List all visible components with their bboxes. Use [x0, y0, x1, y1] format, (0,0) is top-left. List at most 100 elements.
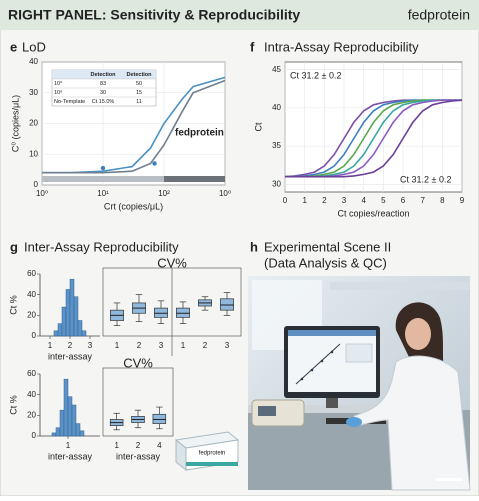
panel-title: CV%	[123, 355, 153, 370]
histogram-bar	[55, 427, 61, 437]
panel-label: f	[250, 39, 255, 54]
y-axis-label: Ct %	[8, 395, 18, 415]
inset-table-header	[52, 70, 156, 79]
panel-title: Inter-Assay Reproducibility	[24, 239, 179, 254]
header-title: RIGHT PANEL: Sensitivity & Reproducibili…	[8, 7, 300, 23]
x-tick-label: 3	[342, 196, 347, 205]
histogram-bar	[59, 409, 65, 437]
y-tick-label: 40	[272, 103, 281, 112]
y-tick-label: 35	[272, 141, 281, 150]
y-tick-label: 0	[32, 431, 37, 440]
x-tick-label: 1	[115, 341, 120, 350]
panel-label: e	[10, 39, 17, 54]
threshold-band	[164, 176, 225, 182]
histogram-bar	[61, 306, 67, 337]
box	[220, 298, 234, 311]
header-brand: fedprotein	[408, 7, 470, 23]
y-tick-label: 30	[29, 88, 38, 97]
threshold-band	[42, 176, 164, 182]
y-axis-label: Ct %	[8, 295, 18, 315]
histogram-bar	[75, 423, 81, 437]
table-cell: 83	[100, 81, 106, 87]
x-tick-label: 1	[66, 441, 71, 450]
y-tick-label: 40	[27, 390, 36, 399]
y-tick-label: 40	[29, 57, 38, 66]
histogram-bar	[63, 378, 69, 437]
histogram-bar	[69, 278, 75, 337]
lab-photo	[248, 276, 471, 491]
x-tick-label: 7	[420, 196, 425, 205]
x-axis-label: inter-assay	[48, 451, 93, 461]
data-point	[100, 165, 106, 171]
table-cell: 11	[136, 99, 142, 105]
box	[154, 307, 168, 318]
histogram-bar	[71, 404, 77, 437]
annotation: Ct 31.2 ± 0.2	[400, 174, 451, 184]
y-tick-label: 60	[27, 369, 36, 378]
series-line	[285, 99, 463, 178]
x-tick-label: 2	[322, 196, 327, 205]
table-cell: Ct 15.0%	[92, 99, 115, 105]
x-axis-label: inter-assay	[116, 451, 161, 461]
x-axis-label: inter-assay	[48, 351, 93, 361]
y-tick-label: 0	[32, 331, 37, 340]
annotation: fedprotein	[175, 128, 224, 139]
table-header: Detection	[126, 72, 152, 78]
table-header: Detection	[90, 72, 116, 78]
y-axis-label: C⁰ (copies/μL)	[10, 95, 20, 152]
histogram-bar	[53, 330, 59, 337]
x-axis-label: Ct copies/reaction	[337, 208, 409, 218]
x-tick-label: 10⁰	[219, 189, 231, 198]
histogram-bar	[51, 432, 57, 437]
x-tick-label: 2	[136, 441, 141, 450]
y-tick-label: 10	[29, 149, 38, 158]
histogram-bar	[67, 396, 73, 437]
histogram-bar	[73, 296, 79, 337]
table-cell: 50	[136, 81, 142, 87]
table-cell: 15	[136, 90, 142, 96]
y-tick-label: 40	[27, 290, 36, 299]
data-point	[152, 161, 157, 166]
histogram-bar	[65, 289, 71, 337]
histogram-bar	[79, 430, 85, 437]
table-cell: No-Template	[54, 99, 85, 105]
histogram-bar	[77, 320, 83, 337]
x-tick-label: 1	[302, 196, 307, 205]
panel-title: CV%	[157, 255, 187, 270]
x-tick-label: 4	[361, 196, 366, 205]
x-tick-label: 10²	[158, 189, 170, 198]
y-tick-label: 20	[29, 119, 38, 128]
plot-frame	[102, 367, 174, 437]
panel-label: h	[250, 239, 258, 254]
y-tick-label: 20	[27, 310, 36, 319]
table-cell: 30	[100, 90, 106, 96]
y-tick-label: 0	[34, 180, 39, 189]
x-tick-label: 9	[460, 196, 465, 205]
x-tick-label: 0	[283, 196, 288, 205]
x-tick-label: 3	[159, 341, 164, 350]
annotation: Ct 31.2 ± 0.2	[290, 70, 341, 80]
x-tick-label: 3	[225, 341, 230, 350]
y-tick-label: 45	[272, 65, 281, 74]
x-tick-label: 2	[137, 341, 142, 350]
x-tick-label: 6	[401, 196, 406, 205]
x-tick-label: 3	[88, 341, 93, 350]
panel-title: Experimental Scene II	[264, 239, 391, 254]
table-cell: 10⁰	[54, 80, 63, 87]
x-tick-label: 1	[48, 341, 53, 350]
x-tick-label: 1	[114, 441, 119, 450]
product-box: fedprotein	[174, 431, 240, 472]
x-tick-label: 10¹	[97, 189, 109, 198]
plot-area	[284, 61, 463, 193]
box	[152, 413, 167, 424]
y-axis-label: Ct	[253, 122, 263, 131]
x-tick-label: 10⁰	[36, 189, 48, 198]
x-tick-label: 4	[157, 441, 162, 450]
header-bar	[0, 0, 479, 30]
x-tick-label: 5	[381, 196, 386, 205]
y-tick-label: 20	[27, 410, 36, 419]
series-line	[42, 79, 226, 174]
x-axis-label: Crt (copies/μL)	[104, 201, 163, 211]
panel-label: g	[10, 239, 18, 254]
